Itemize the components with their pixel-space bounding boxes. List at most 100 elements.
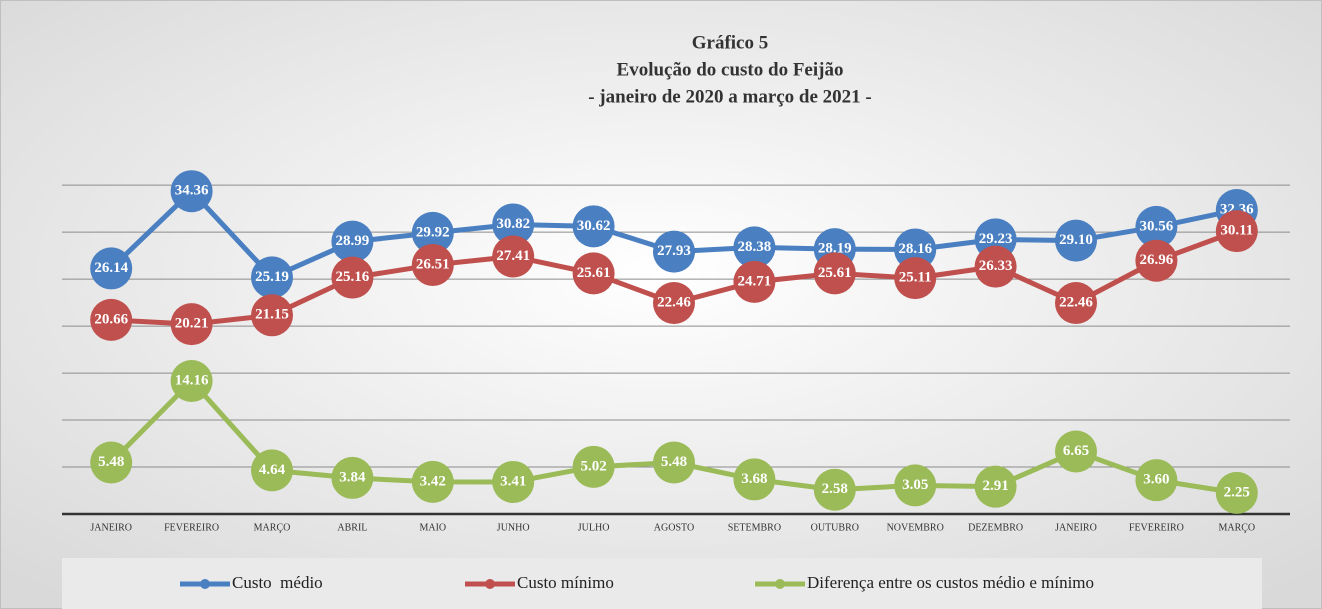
- data-point: [1215, 210, 1258, 253]
- x-tick-label: SETEMBRO: [728, 522, 781, 533]
- data-label: 28.99: [336, 233, 370, 249]
- data-point: [733, 226, 776, 269]
- data-label: 28.16: [898, 241, 932, 257]
- data-label: 30.62: [577, 218, 611, 234]
- data-label: 14.16: [175, 372, 209, 388]
- x-tick-label: MAIO: [419, 522, 446, 533]
- data-label: 29.92: [416, 224, 450, 240]
- legend-swatch: [200, 579, 210, 589]
- x-tick-label: OUTUBRO: [811, 522, 859, 533]
- x-tick-label: JANEIRO: [1055, 522, 1097, 533]
- data-point: [653, 230, 695, 273]
- data-point: [813, 468, 856, 511]
- data-point: [170, 303, 213, 346]
- data-point: [572, 445, 615, 488]
- data-point: [251, 256, 293, 299]
- data-label: 27.93: [657, 243, 691, 259]
- data-point: [974, 465, 1017, 508]
- data-point: [1055, 430, 1097, 473]
- data-label: 26.33: [979, 258, 1013, 274]
- data-label: 3.84: [339, 469, 366, 485]
- data-point: [411, 243, 454, 286]
- legend-box: [62, 558, 1262, 609]
- data-label: 2.58: [822, 481, 848, 497]
- data-label: 3.68: [741, 471, 767, 487]
- data-point: [251, 294, 293, 337]
- data-label: 20.66: [94, 311, 128, 327]
- data-point: [653, 441, 695, 484]
- data-point: [653, 281, 695, 324]
- x-tick-label: NOVEMBRO: [887, 522, 944, 533]
- data-point: [894, 257, 937, 300]
- data-label: 3.05: [902, 477, 928, 493]
- data-label: 4.64: [259, 462, 286, 478]
- data-label: 5.48: [98, 454, 124, 470]
- data-point: [492, 235, 535, 278]
- x-tick-label: FEVEREIRO: [164, 522, 219, 533]
- chart-subtitle: Evolução do custo do Feijão: [617, 59, 844, 80]
- data-point: [1135, 205, 1178, 248]
- data-point: [90, 298, 133, 341]
- x-tick-label: DEZEMBRO: [968, 522, 1023, 533]
- data-label: 30.11: [1220, 223, 1253, 239]
- data-label: 30.56: [1140, 218, 1174, 234]
- data-label: 26.96: [1140, 252, 1174, 268]
- x-tick-label: FEVEREIRO: [1129, 522, 1184, 533]
- chart-subtitle: - janeiro de 2020 a março de 2021 -: [588, 86, 872, 107]
- data-point: [572, 252, 615, 295]
- x-tick-label: ABRIL: [337, 522, 367, 533]
- data-label: 3.41: [500, 473, 526, 489]
- data-label: 22.46: [657, 294, 691, 310]
- data-point: [331, 456, 374, 499]
- data-point: [733, 260, 776, 303]
- data-point: [894, 464, 937, 507]
- data-label: 3.60: [1143, 472, 1169, 488]
- data-point: [331, 220, 374, 263]
- data-label: 25.61: [818, 265, 852, 281]
- legend-label: Custo mínimo: [517, 573, 614, 592]
- data-point: [1135, 239, 1178, 282]
- data-point: [1135, 459, 1178, 502]
- data-point: [733, 458, 776, 501]
- data-point: [170, 359, 213, 402]
- data-label: 3.42: [420, 473, 446, 489]
- data-point: [411, 211, 454, 254]
- data-point: [170, 170, 213, 213]
- data-point: [90, 441, 133, 484]
- data-point: [974, 245, 1017, 288]
- data-label: 26.51: [416, 256, 450, 272]
- x-tick-label: JANEIRO: [90, 522, 132, 533]
- x-tick-label: AGOSTO: [654, 522, 694, 533]
- data-label: 25.11: [899, 270, 932, 286]
- data-label: 25.16: [336, 269, 370, 285]
- data-point: [492, 203, 535, 246]
- legend-swatch: [485, 579, 495, 589]
- data-label: 29.10: [1059, 232, 1093, 248]
- data-label: 29.23: [979, 231, 1013, 247]
- data-label: 5.48: [661, 454, 687, 470]
- data-label: 30.82: [496, 216, 530, 232]
- data-label: 34.36: [175, 183, 209, 199]
- data-point: [813, 252, 856, 295]
- data-label: 5.02: [580, 458, 606, 474]
- data-label: 24.71: [738, 273, 772, 289]
- legend-swatch: [775, 579, 785, 589]
- data-label: 25.19: [255, 269, 289, 285]
- data-label: 28.19: [818, 241, 852, 257]
- x-tick-label: JUNHO: [497, 522, 530, 533]
- x-tick-label: JULHO: [578, 522, 610, 533]
- x-tick-label: MARÇO: [1218, 522, 1255, 533]
- data-point: [1055, 281, 1097, 324]
- data-label: 28.38: [738, 239, 772, 255]
- data-label: 20.21: [175, 316, 209, 332]
- data-point: [90, 247, 133, 290]
- data-label: 2.91: [982, 478, 1008, 494]
- data-label: 25.61: [577, 265, 611, 281]
- data-point: [1215, 471, 1258, 514]
- legend-label: Custo médio: [232, 573, 323, 592]
- data-label: 27.41: [496, 248, 530, 264]
- legend-label: Diferença entre os custos médio e mínimo: [807, 573, 1094, 592]
- data-label: 6.65: [1063, 443, 1089, 459]
- data-point: [572, 205, 615, 248]
